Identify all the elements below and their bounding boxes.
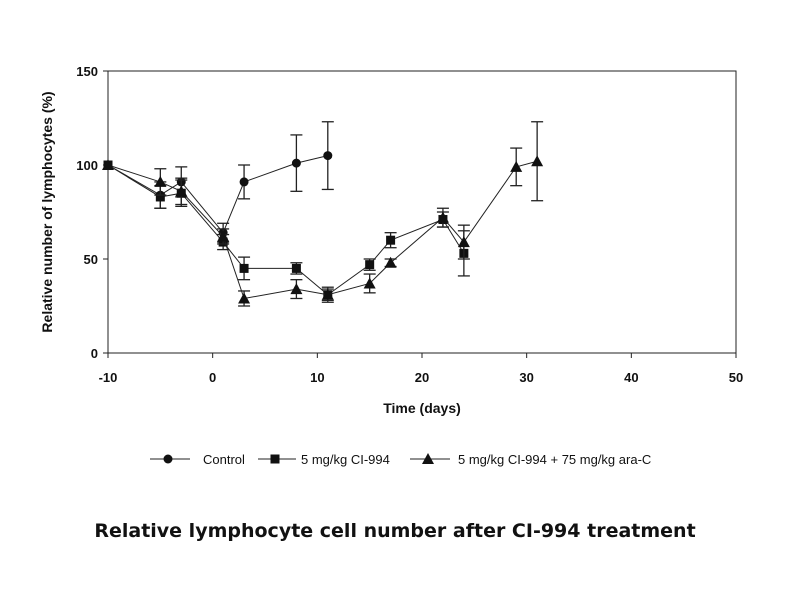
data-point-circle [291, 158, 301, 168]
legend-marker-square [270, 454, 280, 464]
legend-item: Control [150, 452, 245, 467]
series-triangle [102, 121, 544, 307]
data-point-square [239, 263, 249, 273]
x-tick-label: 20 [415, 370, 429, 385]
x-tick-label: 30 [519, 370, 533, 385]
data-point-triangle [384, 256, 397, 268]
legend-label: 5 mg/kg CI-994 [301, 452, 390, 467]
figure-caption: Relative lymphocyte cell number after CI… [94, 520, 696, 542]
legend-label: Control [203, 452, 245, 467]
data-point-triangle [238, 292, 251, 304]
data-point-triangle [457, 236, 470, 248]
series-layer [102, 121, 544, 307]
plot-frame [107, 70, 737, 354]
data-point-triangle [290, 283, 303, 295]
data-point-triangle [154, 175, 167, 187]
legend-marker-circle [163, 454, 173, 464]
y-tick-label: 50 [84, 252, 98, 267]
legend-item: 5 mg/kg CI-994 + 75 mg/kg ara-C [410, 452, 651, 467]
data-point-circle [239, 177, 249, 187]
data-point-triangle [436, 211, 449, 223]
x-tick-label: 10 [310, 370, 324, 385]
y-tick-label: 100 [76, 158, 98, 173]
data-point-triangle [321, 288, 334, 300]
data-point-square [365, 260, 375, 270]
data-point-square [291, 263, 301, 273]
legend: Control 5 mg/kg CI-994 5 mg/kg CI-994 + 75… [150, 452, 651, 467]
data-point-triangle [363, 277, 376, 289]
data-point-triangle [217, 230, 230, 242]
x-tick-label: 0 [209, 370, 216, 385]
y-axis-label: Relative number of lymphocytes (%) [39, 91, 55, 332]
data-point-triangle [510, 160, 523, 172]
x-tick-label: -10 [99, 370, 118, 385]
legend-label: 5 mg/kg CI-994 + 75 mg/kg ara-C [458, 452, 651, 467]
x-axis-label: Time (days) [383, 400, 461, 416]
data-point-triangle [531, 155, 544, 167]
data-point-square [386, 235, 396, 245]
legend-item: 5 mg/kg CI-994 [258, 452, 390, 467]
legend-marker-triangle [422, 453, 434, 464]
data-point-triangle [102, 159, 114, 170]
x-tick-label: 50 [729, 370, 743, 385]
series-line [107, 160, 538, 300]
data-point-square [155, 192, 165, 202]
data-point-triangle [175, 185, 188, 197]
y-tick-label: 150 [76, 64, 98, 79]
y-tick-label: 0 [91, 346, 98, 361]
x-tick-label: 40 [624, 370, 638, 385]
series-circle [103, 121, 334, 243]
data-point-circle [323, 151, 333, 161]
